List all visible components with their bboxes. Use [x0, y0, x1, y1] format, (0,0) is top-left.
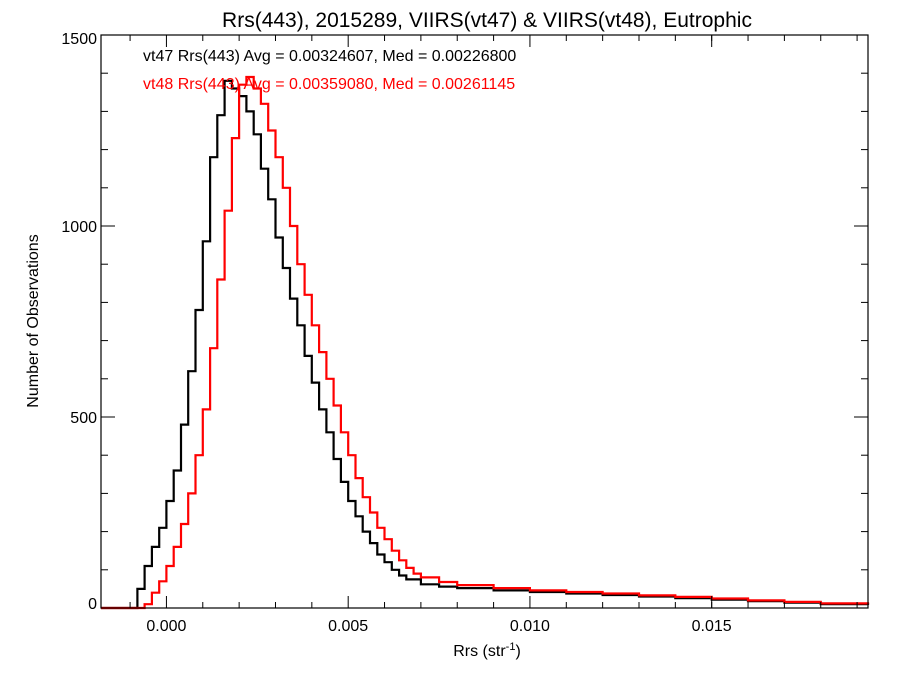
x-tick-label: 0.005: [328, 618, 368, 635]
x-axis-label-main: Rrs (str: [453, 643, 506, 660]
y-tick-label: 1500: [61, 31, 97, 48]
x-axis: 0.000 0.005 0.010 0.015: [129, 35, 858, 635]
x-axis-label: Rrs (str-1): [453, 641, 521, 660]
y-tick-label: 0: [88, 596, 97, 613]
x-axis-label-superscript: -1: [506, 641, 516, 653]
chart-title: Rrs(443), 2015289, VIIRS(vt47) & VIIRS(v…: [222, 9, 752, 32]
stats-annotation: vt48 Rrs(443) Avg = 0.00359080, Med = 0.…: [143, 76, 515, 93]
x-axis-label-close: ): [515, 643, 520, 660]
x-tick-label: 0.010: [510, 618, 550, 635]
y-axis-label: Number of Observations: [25, 234, 42, 407]
stats-legend: vt47 Rrs(443) Avg = 0.00324607, Med = 0.…: [143, 48, 516, 93]
plot-frame: [100, 34, 869, 609]
y-tick-label: 500: [70, 410, 97, 427]
series-vt47-line: [101, 79, 870, 610]
x-tick-label: 0.015: [692, 618, 732, 635]
y-tick-label: 1000: [61, 219, 97, 236]
plot-area: [101, 75, 870, 610]
stats-annotation: vt47 Rrs(443) Avg = 0.00324607, Med = 0.…: [143, 48, 516, 65]
series-vt48-line: [101, 75, 870, 610]
y-axis: 0 500 1000 1500: [61, 31, 868, 613]
x-tick-label: 0.000: [146, 618, 186, 635]
